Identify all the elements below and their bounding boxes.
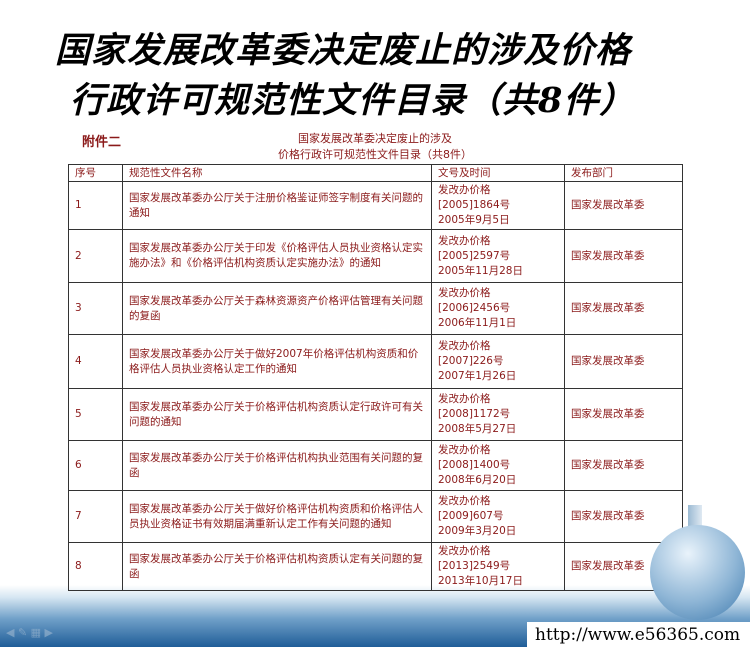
doc-date: 2005年9月5日 xyxy=(438,214,510,226)
table-row: 8 国家发展改革委办公厅关于价格评估机构资质认定有关问题的复函 发改办价格[2013… xyxy=(68,542,683,591)
doc-number: 发改办价格[2013]2549号 xyxy=(438,545,511,572)
cell-no: 2 xyxy=(68,229,123,283)
cell-name: 国家发展改革委办公厅关于森林资源资产价格评估管理有关问题的复函 xyxy=(122,282,432,335)
cell-no: 3 xyxy=(68,282,123,335)
doc-date: 2005年11月28日 xyxy=(438,264,523,277)
annex-label: 附件二 xyxy=(82,135,122,150)
doc-date: 2006年11月1日 xyxy=(438,317,517,329)
cell-name: 国家发展改革委办公厅关于价格评估机构资质认定有关问题的复函 xyxy=(122,542,432,591)
doc-date: 2007年1月26日 xyxy=(438,370,517,382)
cell-no: 7 xyxy=(68,490,123,543)
table-row: 6 国家发展改革委办公厅关于价格评估机构执业范围有关问题的复函 发改办价格[2008… xyxy=(68,440,683,491)
header-name: 规范性文件名称 xyxy=(122,164,432,182)
cell-name: 国家发展改革委办公厅关于印发《价格评估人员执业资格认定实施办法》和《价格评估机构… xyxy=(122,229,432,283)
header-doc-date: 文号及时间 xyxy=(431,164,565,182)
doc-number: 发改办价格[2008]1400号 xyxy=(438,444,511,471)
cell-dept: 国家发展改革委 xyxy=(564,388,683,441)
slide-title-line2: 行政许可规范性文件目录（共8件） xyxy=(70,80,636,121)
doc-date: 2009年3月20日 xyxy=(438,525,517,537)
cell-doc: 发改办价格[2007]226号 2007年1月26日 xyxy=(431,334,565,389)
doc-number: 发改办价格[2006]2456号 xyxy=(438,287,511,314)
doc-number: 发改办价格[2009]607号 xyxy=(438,495,504,522)
cell-name: 国家发展改革委办公厅关于价格评估机构执业范围有关问题的复函 xyxy=(122,440,432,491)
cell-name: 国家发展改革委办公厅关于价格评估机构资质认定行政许可有关问题的通知 xyxy=(122,388,432,441)
cell-dept: 国家发展改革委 xyxy=(564,282,683,335)
cell-name: 国家发展改革委办公厅关于做好2007年价格评估机构资质和价格评估人员执业资格认定… xyxy=(122,334,432,389)
table-row: 3 国家发展改革委办公厅关于森林资源资产价格评估管理有关问题的复函 发改办价格[20… xyxy=(68,282,683,335)
cell-dept: 国家发展改革委 xyxy=(564,181,683,230)
cell-dept: 国家发展改革委 xyxy=(564,229,683,283)
cell-doc: 发改办价格[2008]1400号 2008年6月20日 xyxy=(431,440,565,491)
slideshow-controls[interactable]: ◀ ✎ ▦ ▶ xyxy=(6,626,54,639)
table-row: 2 国家发展改革委办公厅关于印发《价格评估人员执业资格认定实施办法》和《价格评估机… xyxy=(68,229,683,283)
doc-number: 发改办价格[2005]2597号 xyxy=(438,234,511,262)
documents-table: 序号 规范性文件名称 文号及时间 发布部门 1 国家发展改革委办公厅关于注册价格鉴… xyxy=(68,164,683,591)
cell-doc: 发改办价格[2008]1172号 2008年5月27日 xyxy=(431,388,565,441)
slide-title-line1: 国家发展改革委决定废止的涉及价格 xyxy=(55,30,632,71)
document-subtitle-line1: 国家发展改革委决定废止的涉及 xyxy=(298,132,452,145)
doc-date: 2008年6月20日 xyxy=(438,474,517,486)
cell-no: 8 xyxy=(68,542,123,591)
table-row: 4 国家发展改革委办公厅关于做好2007年价格评估机构资质和价格评估人员执业资格认… xyxy=(68,334,683,389)
cell-no: 1 xyxy=(68,181,123,230)
cell-dept: 国家发展改革委 xyxy=(564,490,683,543)
doc-date: 2008年5月27日 xyxy=(438,423,517,435)
doc-number: 发改办价格[2007]226号 xyxy=(438,340,504,367)
cell-no: 6 xyxy=(68,440,123,491)
cell-doc: 发改办价格[2006]2456号 2006年11月1日 xyxy=(431,282,565,335)
doc-date: 2013年10月17日 xyxy=(438,575,523,587)
table-row: 7 国家发展改革委办公厅关于做好价格评估机构资质和价格评估人员执业资格证书有效期届… xyxy=(68,490,683,543)
cell-no: 5 xyxy=(68,388,123,441)
table-header-row: 序号 规范性文件名称 文号及时间 发布部门 xyxy=(68,164,683,182)
header-no: 序号 xyxy=(68,164,123,182)
cell-no: 4 xyxy=(68,334,123,389)
cell-doc: 发改办价格[2009]607号 2009年3月20日 xyxy=(431,490,565,543)
table-row: 5 国家发展改革委办公厅关于价格评估机构资质认定行政许可有关问题的通知 发改办价格[… xyxy=(68,388,683,441)
document-subtitle-line2: 价格行政许可规范性文件目录（共8件） xyxy=(278,148,472,161)
cell-doc: 发改办价格[2013]2549号 2013年10月17日 xyxy=(431,542,565,591)
cell-doc: 发改办价格[2005]2597号 2005年11月28日 xyxy=(431,229,565,283)
header-dept: 发布部门 xyxy=(564,164,683,182)
doc-number: 发改办价格[2008]1172号 xyxy=(438,393,511,420)
cell-name: 国家发展改革委办公厅关于注册价格鉴证师签字制度有关问题的通知 xyxy=(122,181,432,230)
table-row: 1 国家发展改革委办公厅关于注册价格鉴证师签字制度有关问题的通知 发改办价格[200… xyxy=(68,181,683,230)
globe-decoration xyxy=(650,525,745,620)
cell-doc: 发改办价格[2005]1864号 2005年9月5日 xyxy=(431,181,565,230)
cell-name: 国家发展改革委办公厅关于做好价格评估机构资质和价格评估人员执业资格证书有效期届满… xyxy=(122,490,432,543)
watermark-url: http://www.e56365.com xyxy=(527,622,750,647)
cell-dept: 国家发展改革委 xyxy=(564,440,683,491)
cell-dept: 国家发展改革委 xyxy=(564,334,683,389)
doc-number: 发改办价格[2005]1864号 xyxy=(438,184,511,211)
